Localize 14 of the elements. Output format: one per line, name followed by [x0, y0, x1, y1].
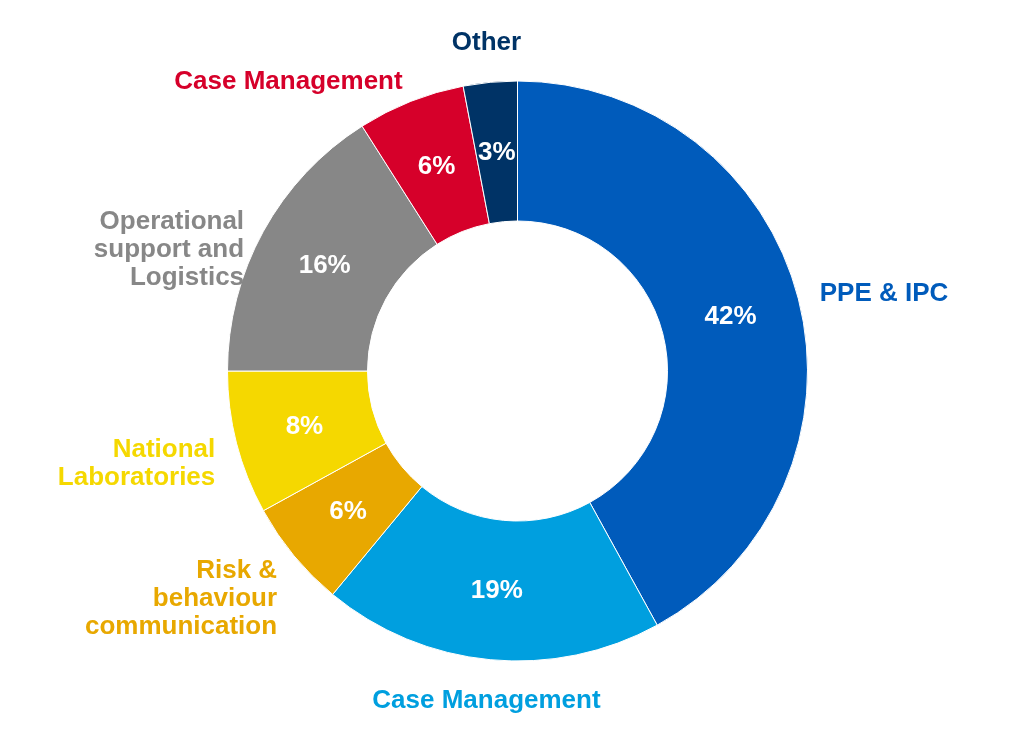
data-label: 8%: [285, 409, 324, 440]
data-label: 6%: [417, 150, 456, 181]
slice-label: Operational support and Logistics: [93, 204, 245, 291]
slice-label: Case Management: [174, 64, 403, 95]
slice-label: Other: [451, 26, 522, 57]
slice-label: Risk & behaviour communication: [84, 553, 278, 640]
data-label: 3%: [478, 135, 516, 166]
data-label: 19%: [470, 574, 523, 605]
data-label: 16%: [298, 249, 351, 280]
slice-label: National Laboratories: [57, 432, 216, 491]
data-label: 42%: [704, 300, 757, 331]
slice-label: Case Management: [372, 683, 601, 714]
slice-label: PPE & IPC: [819, 277, 949, 308]
data-label: 6%: [329, 495, 367, 526]
